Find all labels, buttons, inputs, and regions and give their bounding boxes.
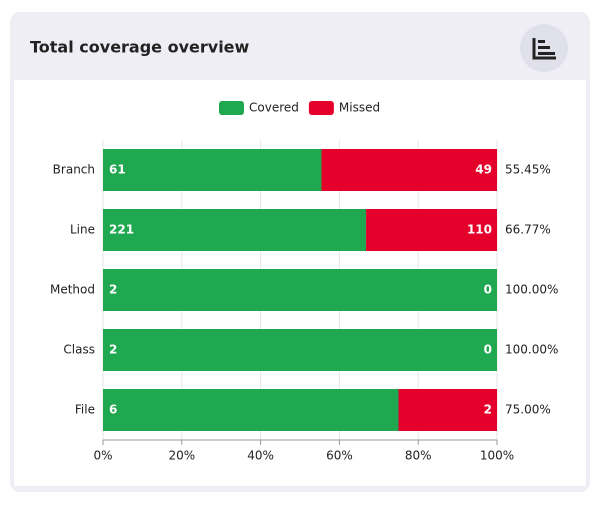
bar-value-label: 2 — [109, 283, 117, 297]
bar-value-label: 2 — [109, 343, 117, 357]
chart-title: Total coverage overview — [30, 38, 250, 57]
bar-value-label: 0 — [484, 283, 492, 297]
bar-value-label: 61 — [109, 163, 126, 177]
legend-swatch — [219, 101, 244, 115]
y-tick-label: Method — [50, 283, 95, 297]
x-tick-label: 20% — [168, 449, 195, 463]
bar-segment — [398, 389, 497, 431]
icon-axis — [532, 38, 556, 60]
legend-swatch — [308, 101, 334, 115]
bar-segment — [103, 209, 367, 251]
x-tick-label: 0% — [93, 449, 112, 463]
icon-bar — [538, 52, 555, 55]
bar-segment — [366, 209, 497, 251]
bar-value-label: 49 — [475, 163, 492, 177]
x-tick-label: 40% — [247, 449, 274, 463]
bar-segment — [103, 389, 399, 431]
bar-segment — [321, 149, 497, 191]
coverage-label: 55.45% — [505, 163, 551, 177]
bar-value-label: 0 — [484, 343, 492, 357]
coverage-label: 100.00% — [505, 343, 558, 357]
y-tick-label: File — [75, 403, 95, 417]
coverage-label: 66.77% — [505, 223, 551, 237]
y-tick-label: Line — [70, 223, 95, 237]
icon-bar — [538, 40, 545, 43]
bar-value-label: 6 — [109, 403, 117, 417]
bar-segment — [103, 329, 497, 371]
legend-label: Covered — [249, 101, 299, 115]
coverage-label: 100.00% — [505, 283, 558, 297]
coverage-label: 75.00% — [505, 403, 551, 417]
icon-bar — [538, 46, 550, 49]
bar-segment — [103, 269, 497, 311]
chart-type-button[interactable] — [520, 24, 568, 72]
y-tick-label: Class — [63, 343, 95, 357]
bar-segment — [103, 149, 322, 191]
x-tick-label: 100% — [480, 449, 514, 463]
x-tick-label: 60% — [326, 449, 353, 463]
y-tick-label: Branch — [53, 163, 95, 177]
bar-value-label: 2 — [484, 403, 492, 417]
legend-label: Missed — [339, 101, 380, 115]
x-tick-label: 80% — [405, 449, 432, 463]
bar-value-label: 221 — [109, 223, 134, 237]
bar-value-label: 110 — [467, 223, 492, 237]
